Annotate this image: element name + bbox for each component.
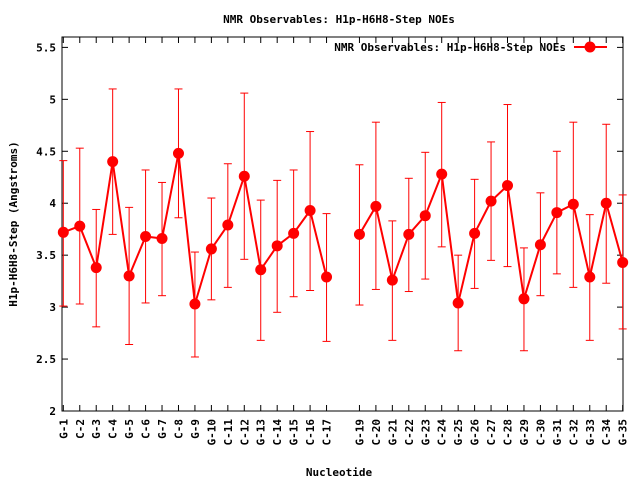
x-tick-label: C-17: [321, 419, 334, 446]
legend-label: NMR Observables: H1p-H6H8-Step NOEs: [334, 41, 566, 54]
x-tick-label: G-19: [353, 419, 366, 446]
y-tick-label: 3: [49, 301, 56, 314]
data-point: [534, 239, 546, 251]
x-tick-label: G-31: [551, 419, 564, 446]
chart-title: NMR Observables: H1p-H6H8-Step NOEs: [223, 13, 455, 26]
x-tick-label: C-22: [403, 419, 416, 446]
x-tick-label: C-24: [436, 419, 449, 446]
data-point: [584, 271, 596, 283]
x-tick-label: C-6: [140, 419, 153, 439]
data-point: [140, 230, 152, 242]
x-tick-label: G-7: [156, 419, 169, 439]
x-tick-label: C-8: [172, 419, 185, 439]
data-point: [321, 271, 333, 283]
x-tick-label: G-1: [57, 419, 70, 439]
data-point: [189, 298, 201, 310]
x-tick-label: C-14: [271, 419, 284, 446]
x-tick-label: G-3: [90, 419, 103, 439]
x-tick-label: G-25: [452, 419, 465, 446]
y-tick-label: 2: [49, 405, 56, 418]
x-tick-label: G-23: [419, 419, 432, 446]
x-tick-label: C-4: [107, 419, 120, 439]
data-point: [469, 227, 481, 239]
data-point: [485, 195, 497, 207]
data-point: [403, 228, 415, 240]
y-tick-label: 3.5: [36, 249, 56, 262]
data-point: [370, 200, 382, 212]
data-point: [205, 243, 217, 255]
data-point: [436, 168, 448, 180]
y-tick-label: 5.5: [36, 41, 56, 54]
x-tick-label: G-13: [255, 419, 268, 446]
data-point: [288, 227, 300, 239]
data-point: [123, 270, 135, 282]
x-tick-label: G-9: [189, 419, 202, 439]
data-point: [57, 226, 69, 238]
data-point: [551, 207, 563, 219]
y-tick-label: 4: [49, 197, 56, 210]
y-tick-label: 5: [49, 93, 56, 106]
data-point: [353, 228, 365, 240]
y-axis-label: H1p-H6H8-Step (Angstroms): [7, 141, 20, 307]
error-bars: [59, 88, 627, 358]
data-point: [502, 180, 514, 192]
x-tick-label: G-21: [386, 419, 399, 446]
legend: NMR Observables: H1p-H6H8-Step NOEs: [334, 41, 607, 54]
x-tick-label: C-2: [74, 419, 87, 439]
x-tick-label: G-35: [617, 419, 630, 446]
data-point: [518, 293, 530, 305]
data-point: [304, 204, 316, 216]
x-tick-label: C-11: [222, 419, 235, 446]
x-tick-label: C-16: [304, 419, 317, 446]
x-axis: G-1 C-2 G-3 C-4 G-5 C-6 G-7 C-8 G-9 G-10 C-11 C-12 G…: [57, 37, 630, 446]
x-tick-label: C-32: [567, 419, 580, 446]
data-point: [74, 220, 86, 232]
x-tick-label: C-34: [600, 419, 613, 446]
x-tick-label: G-26: [469, 419, 482, 446]
data-point: [271, 240, 283, 252]
data-point: [255, 264, 267, 276]
x-tick-label: G-10: [205, 419, 218, 446]
data-point: [452, 297, 464, 309]
y-tick-label: 2.5: [36, 353, 56, 366]
x-tick-label: C-30: [534, 419, 547, 446]
x-axis-label: Nucleotide: [306, 466, 373, 479]
data-point: [90, 262, 102, 274]
y-tick-label: 4.5: [36, 145, 56, 158]
data-point: [419, 210, 431, 222]
x-tick-label: G-15: [288, 419, 301, 446]
data-points: [57, 147, 629, 310]
plot-area: [61, 36, 624, 412]
data-point: [386, 274, 398, 286]
data-point: [617, 256, 629, 268]
data-point: [107, 156, 119, 168]
x-tick-label: C-12: [238, 419, 251, 446]
x-tick-label: C-20: [370, 419, 383, 446]
data-point: [600, 197, 612, 209]
legend-marker: [584, 41, 596, 53]
y-axis: 2 2.5 3 3.5 4 4.5 5 5.5: [36, 41, 623, 418]
x-tick-label: C-27: [485, 419, 498, 446]
data-point: [238, 170, 250, 182]
data-point: [156, 233, 168, 245]
x-tick-label: G-33: [584, 419, 597, 446]
x-tick-label: C-28: [502, 419, 515, 446]
data-point: [172, 147, 184, 159]
data-point: [222, 219, 234, 231]
data-point: [567, 198, 579, 210]
x-tick-label: G-5: [123, 419, 136, 439]
x-tick-label: G-29: [518, 419, 531, 446]
